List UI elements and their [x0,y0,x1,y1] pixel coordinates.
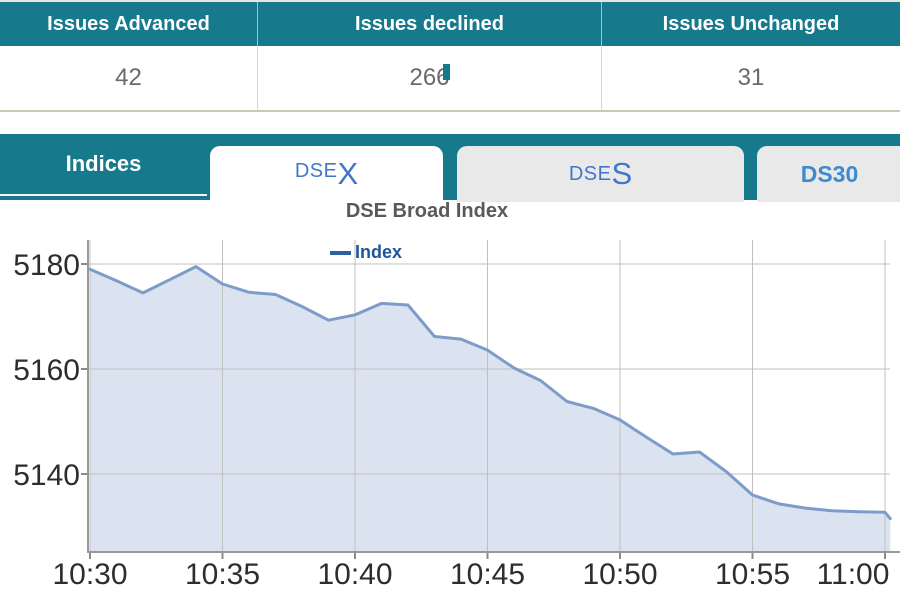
active-tab-edge-stub [443,64,450,80]
y-axis-label: 5160 [13,354,80,387]
header-issues-advanced: Issues Advanced [0,2,258,46]
issues-summary-table: Issues Advanced Issues declined Issues U… [0,0,900,112]
table-value-row: 42 266 31 [0,46,900,110]
tab-dses-prefix: DSE [568,162,612,185]
value-issues-advanced: 42 [0,46,258,110]
tab-dsex-prefix: DSE [294,160,338,182]
indices-group-label: Indices [0,134,207,196]
index-line [88,265,892,521]
tab-ds30-label: DS30 [800,160,859,187]
x-axis-label: 10:35 [184,558,261,591]
chart-title: DSE Broad Index [345,200,509,222]
x-axis-label: 10:50 [582,558,658,591]
x-axis-label: 10:40 [317,558,393,591]
area-fill [90,266,891,552]
header-issues-declined: Issues declined [258,2,602,46]
x-axis-label: 10:45 [449,558,526,591]
tab-dses[interactable]: DSE S [457,146,744,202]
x-axis-label: 10:55 [714,558,791,591]
y-axis-label: 5140 [13,459,80,492]
tab-dsex-suffix: X [337,156,359,191]
tab-dsex[interactable]: DSE X [210,146,443,224]
legend-series-label: Index [355,242,403,262]
legend-line-swatch [330,250,351,255]
tab-dses-suffix: S [611,156,633,191]
x-axis-label: 11:00 [816,558,890,591]
y-axis-label: 5180 [13,249,80,282]
value-issues-declined: 266 [258,46,602,110]
header-issues-unchanged: Issues Unchanged [602,2,900,46]
chart-legend: Index [330,242,402,263]
x-axis-label: 10:30 [52,558,128,591]
table-header-row: Issues Advanced Issues declined Issues U… [0,2,900,46]
indices-tab-bar: Indices DSE X DSE S DS30 [0,134,900,224]
value-issues-unchanged: 31 [602,46,900,110]
tab-ds30[interactable]: DS30 [757,146,900,202]
